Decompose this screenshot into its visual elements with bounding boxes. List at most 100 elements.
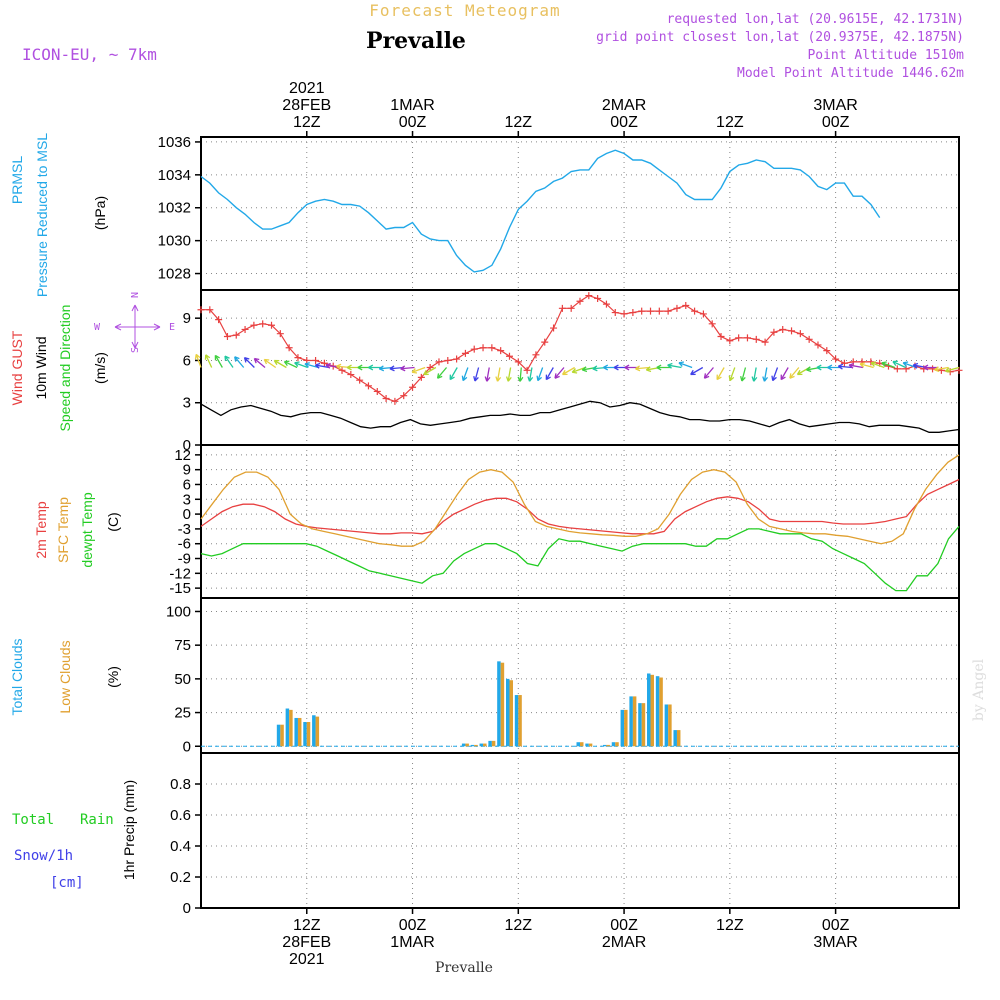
wind-direction-arrow — [436, 367, 448, 379]
snow-unit-label: [cm] — [50, 875, 84, 891]
total-cloud-bar — [497, 661, 501, 747]
gust-marker — [435, 358, 443, 366]
low-cloud-bar — [474, 744, 478, 747]
gust-marker — [391, 397, 399, 405]
wind-direction-arrow — [484, 367, 491, 382]
total-cloud-bar — [294, 717, 298, 747]
wind-direction-arrow — [870, 361, 885, 369]
total-cloud-bar — [638, 703, 642, 747]
gust-marker — [814, 341, 822, 349]
gust-marker — [594, 294, 602, 302]
gust-marker — [223, 333, 231, 340]
y-tick-label: 1028 — [158, 266, 191, 283]
wind-labels: Wind GUST 10m Wind Speed and Direction (… — [9, 305, 108, 432]
gust-marker — [514, 358, 522, 366]
y-tick-label: 6 — [183, 352, 191, 369]
low-cloud-bar — [641, 703, 646, 747]
y-tick-label: 0.2 — [170, 869, 191, 886]
gust-marker — [373, 387, 381, 395]
model-label: ICON-EU, ~ 7km — [22, 45, 157, 64]
total-cloud-bar — [303, 722, 307, 747]
pressure-label-full: Pressure Reduced to MSL — [34, 133, 50, 297]
total-cloud-bar — [585, 743, 589, 747]
y-tick-label: 100 — [166, 603, 191, 620]
temp-dewpt-label: dewpt Temp — [79, 492, 95, 567]
wind-direction-arrow — [423, 366, 437, 376]
y-tick-label: 1030 — [158, 233, 191, 250]
precip-unit: 1hr Precip (mm) — [121, 780, 137, 880]
low-cloud-bar — [624, 709, 628, 747]
low-clouds-label: Low Clouds — [57, 640, 73, 713]
gust-marker — [691, 307, 699, 315]
gust-marker — [796, 330, 804, 338]
temp-2m-label: 2m Temp — [33, 501, 49, 559]
pressure-unit: (hPa) — [92, 196, 108, 230]
gust-marker — [241, 325, 249, 333]
x-tick-label-bottom: 12Z — [716, 917, 744, 934]
gust-marker — [567, 304, 575, 312]
total-cloud-bar — [505, 678, 510, 747]
y-tick-label: 3 — [183, 395, 191, 412]
wind-direction-arrow — [690, 366, 704, 376]
x-tick-label-top: 3MAR — [813, 97, 857, 114]
low-cloud-bar — [650, 674, 655, 747]
gust-marker — [541, 338, 549, 346]
total-cloud-bar — [611, 742, 616, 747]
panel-0: 1028 1030 1032 1034 1036 — [158, 134, 960, 291]
low-cloud-bar — [280, 724, 284, 747]
gust-marker — [453, 355, 461, 363]
total-cloud-bar — [620, 709, 625, 747]
total-cloud-bar — [673, 730, 677, 747]
x-tick-label-bottom: 12Z — [293, 917, 321, 934]
total-cloud-bar — [514, 695, 519, 747]
gust-marker — [673, 304, 681, 312]
compass-n: N — [130, 292, 141, 298]
total-rain-label-b: Rain — [80, 812, 114, 828]
y-tick-label: 0.4 — [170, 838, 191, 855]
gust-marker — [620, 310, 628, 318]
gust-marker — [444, 356, 452, 364]
total-cloud-bar — [629, 696, 633, 747]
total-cloud-bar — [312, 715, 316, 747]
precip-labels: Total Rain Snow/1h [cm] 1hr Precip (mm) — [12, 780, 137, 891]
wind-direction-arrow — [495, 367, 502, 382]
temp-sfc-label: SFC Temp — [55, 497, 71, 563]
y-tick-label: 12 — [174, 447, 191, 464]
cloud-labels: Total Clouds Low Clouds (%) — [9, 638, 121, 715]
gridpoint-coords: grid point closest lon,lat (20.9375E, 42… — [596, 30, 964, 45]
wind-direction-arrow — [253, 357, 266, 368]
low-cloud-bar — [289, 709, 293, 747]
wind-direction-arrow — [273, 359, 287, 369]
gust-marker — [576, 297, 584, 305]
low-cloud-bar — [615, 742, 619, 747]
wind-direction-arrow — [678, 361, 693, 369]
gust-marker — [735, 334, 743, 342]
wind-direction-arrow — [635, 365, 650, 372]
total-cloud-bar — [655, 676, 660, 747]
chart-subtitle: Forecast Meteogram — [369, 1, 560, 20]
gust-marker — [197, 306, 205, 314]
wind-direction-arrow — [945, 366, 960, 373]
gust-marker — [523, 366, 531, 374]
gust-marker — [356, 376, 364, 384]
wind-direction-arrow — [400, 365, 415, 372]
wind-direction-arrow — [505, 367, 512, 382]
wind-direction-arrow — [545, 367, 554, 381]
cloud-unit: (%) — [105, 666, 121, 688]
gust-marker — [426, 364, 434, 371]
y-tick-label: 1036 — [158, 134, 191, 151]
wind-direction-arrow — [527, 367, 534, 382]
wind-direction-arrow — [780, 367, 789, 381]
wind-direction-arrow — [751, 367, 758, 382]
gust-marker — [752, 335, 760, 343]
wind-direction-arrow — [934, 366, 949, 373]
gust-marker — [294, 354, 302, 362]
low-cloud-bar — [491, 740, 496, 747]
gust-marker — [382, 395, 390, 402]
wind-direction-arrow — [667, 362, 682, 369]
wind-direction-arrow — [728, 367, 736, 382]
y-tick-label: 0.6 — [170, 807, 191, 824]
gust-marker — [268, 321, 276, 329]
y-tick-label: -12 — [169, 565, 191, 582]
